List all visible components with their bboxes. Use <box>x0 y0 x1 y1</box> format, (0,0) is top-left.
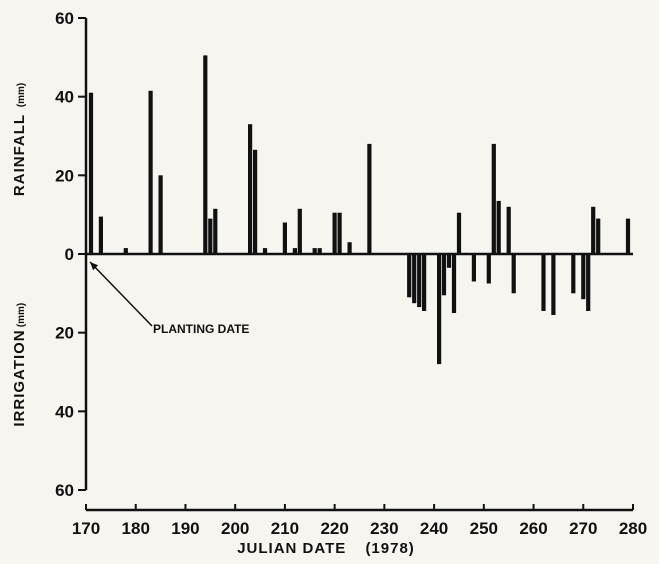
bar-rainfall <box>347 242 352 254</box>
x-tick-label: 170 <box>72 519 100 538</box>
bars-group <box>88 55 631 365</box>
bar-rainfall <box>367 143 372 254</box>
y-axis-unit-rainfall: (mm) <box>16 83 27 107</box>
annotation-text: PLANTING DATE <box>153 322 249 336</box>
bar-rainfall <box>208 218 213 254</box>
y-tick-label: 20 <box>55 324 74 343</box>
x-tick-label: 230 <box>370 519 398 538</box>
bar-rainfall <box>253 149 258 254</box>
bar-rainfall <box>88 92 94 254</box>
bar-irrigation <box>422 254 427 311</box>
y-axis-unit-bottom-group: (mm) <box>16 303 27 327</box>
bar-irrigation <box>486 254 491 284</box>
bar-irrigation <box>407 254 412 298</box>
bar-irrigation <box>625 218 631 254</box>
x-ticks-group: 170 180 190 200 210 220 230 240 250 260 270 280 <box>72 504 647 538</box>
bar-irrigation <box>551 254 556 315</box>
bar-rainfall <box>332 212 337 254</box>
bar-rainfall <box>506 206 511 254</box>
x-tick-label: 260 <box>519 519 547 538</box>
bar-rainfall <box>496 200 501 254</box>
bar-rainfall <box>213 208 218 254</box>
bar-irrigation <box>417 254 422 308</box>
y-tick-label: 40 <box>55 402 74 421</box>
bar-irrigation <box>446 254 452 268</box>
bar-rainfall <box>297 208 302 254</box>
bar-irrigation <box>456 212 462 254</box>
x-tick-label: 270 <box>569 519 597 538</box>
bar-irrigation <box>471 254 476 282</box>
annotation-arrow <box>89 261 153 327</box>
bar-rainfall <box>312 248 317 254</box>
bar-rainfall <box>292 248 297 254</box>
bar-irrigation <box>451 254 457 313</box>
bar-rainfall <box>317 248 322 254</box>
svg-text:JULIAN DATE (1978): JULIAN DATE (1978) <box>237 540 415 557</box>
bar-irrigation <box>412 254 417 304</box>
x-tick-label: 200 <box>221 519 249 538</box>
x-axis-title-group: JULIAN DATE (1978) <box>237 540 415 557</box>
y-tick-label: 20 <box>55 166 74 185</box>
y-axis-title-irrigation: IRRIGATION <box>11 329 28 426</box>
bar-rainfall <box>337 212 342 254</box>
y-axis-title-top-group: RAINFALL <box>11 114 28 196</box>
y-axis-title-bottom-group: IRRIGATION <box>11 329 28 426</box>
x-axis-year: (1978) <box>365 540 414 557</box>
bar-irrigation <box>586 254 591 311</box>
bar-irrigation <box>437 254 442 365</box>
bar-rainfall <box>203 55 208 255</box>
bar-irrigation <box>596 218 601 254</box>
y-axis-unit-irrigation: (mm) <box>16 303 27 327</box>
x-tick-label: 180 <box>122 519 150 538</box>
y-tick-label: 60 <box>55 9 74 28</box>
bar-rainfall <box>262 248 268 254</box>
bar-irrigation <box>511 254 516 294</box>
bar-rainfall <box>148 90 153 254</box>
bar-rainfall <box>123 248 128 254</box>
y-tick-label: 40 <box>55 88 74 107</box>
x-tick-label: 280 <box>619 519 647 538</box>
x-tick-label: 210 <box>271 519 299 538</box>
bar-rainfall <box>98 216 103 254</box>
annotation-arrowhead <box>90 262 99 271</box>
bar-rainfall <box>282 222 287 254</box>
bar-irrigation <box>571 254 576 294</box>
x-tick-label: 190 <box>171 519 199 538</box>
x-tick-label: 240 <box>420 519 448 538</box>
bar-rainfall <box>158 175 163 254</box>
bar-rainfall <box>491 143 496 254</box>
y-axis-title-rainfall: RAINFALL <box>11 114 28 196</box>
bar-irrigation <box>441 254 447 296</box>
x-tick-label: 220 <box>320 519 348 538</box>
y-tick-label: 60 <box>55 481 74 500</box>
y-ticks-group: 60 40 20 0 20 40 60 <box>55 9 86 500</box>
bar-rainfall <box>248 124 253 254</box>
bar-irrigation <box>581 254 586 300</box>
x-axis-title: JULIAN DATE <box>237 540 346 557</box>
x-tick-label: 250 <box>470 519 498 538</box>
y-axis-unit-top-group: (mm) <box>16 83 27 107</box>
y-tick-label: 0 <box>65 245 74 264</box>
planting-date-annotation: PLANTING DATE <box>89 261 249 336</box>
bar-irrigation <box>591 206 596 254</box>
bar-irrigation <box>541 254 546 311</box>
